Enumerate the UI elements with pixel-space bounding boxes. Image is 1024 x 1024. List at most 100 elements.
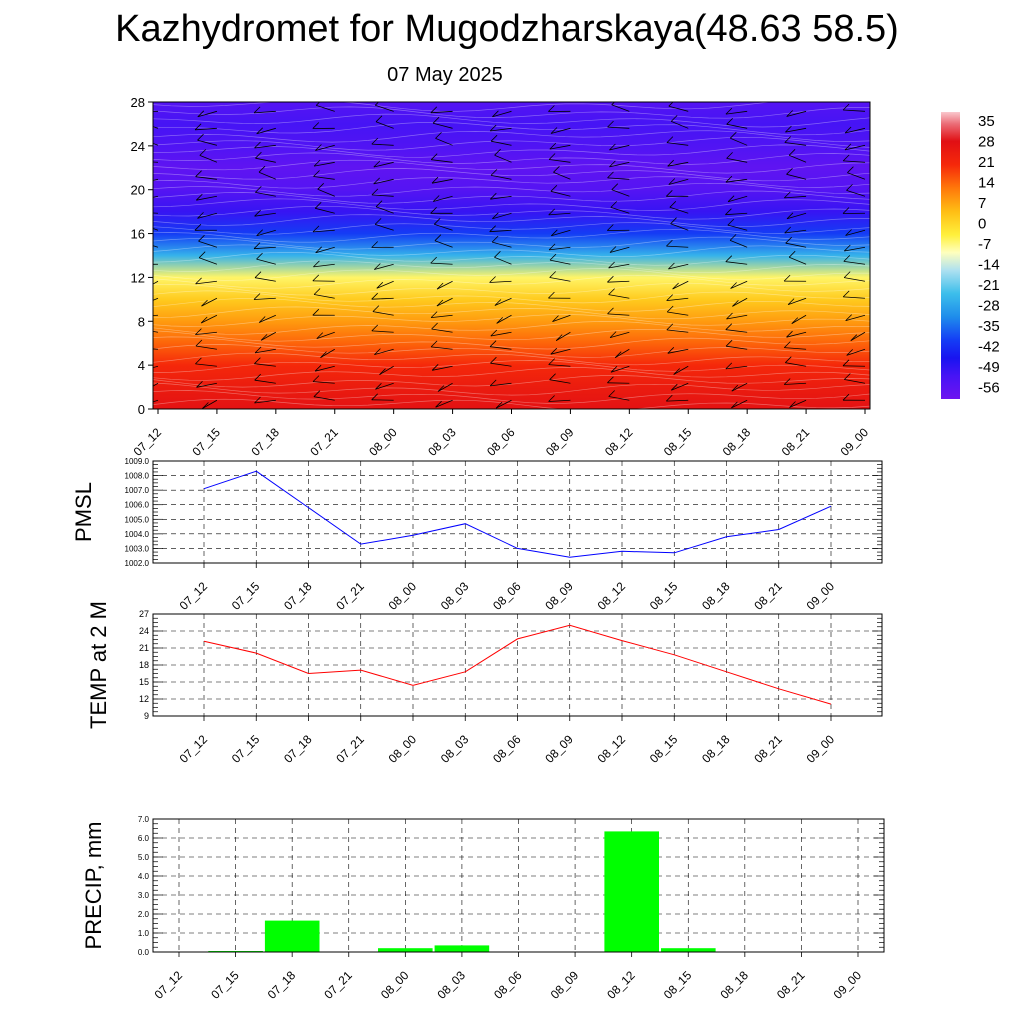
wind-barb (202, 399, 218, 409)
wind-barb-flag (611, 102, 616, 106)
y-tick-label: 7.0 (138, 815, 150, 824)
wind-barb-flag (312, 375, 320, 382)
wind-barb-flag (666, 294, 673, 301)
wind-barb (153, 212, 159, 214)
wind-barb (431, 328, 453, 333)
contour-line (153, 168, 870, 182)
y-tick-label: 15 (139, 677, 149, 687)
wind-barb-flag (436, 299, 444, 307)
wind-barb-flag (726, 118, 733, 125)
wind-barb-flag (314, 364, 322, 372)
wind-barb-flag (668, 178, 676, 185)
wind-barb-flag (673, 368, 680, 375)
x-tick-label: 07_18 (265, 968, 299, 1002)
colorbar-label: -28 (978, 297, 1000, 314)
contour-line (153, 236, 870, 250)
wind-barb (489, 280, 512, 283)
panel-frame (152, 460, 883, 564)
wind-barb (609, 161, 630, 168)
chart-subtitle: 07 May 2025 (387, 64, 503, 86)
wind-barb (550, 348, 571, 355)
wind-barb (201, 314, 218, 324)
wind-barb (490, 346, 512, 350)
wind-barb (195, 345, 217, 350)
wind-barb-flag (608, 288, 615, 295)
colorbar-label: -42 (978, 338, 1000, 355)
cross-section-panel: 0 4 8 12 16 20 24 28 07_12 07_15 07_18 07_21 08_00 08… (131, 95, 872, 459)
wind-barb-flag (490, 192, 497, 200)
wind-barb (256, 258, 276, 265)
wind-barb (784, 229, 807, 234)
y-tick-label: 24 (139, 626, 149, 636)
wind-barb-flag (430, 106, 438, 114)
wind-barb-flag (786, 212, 794, 220)
wind-barb (198, 240, 218, 248)
wind-barb-flag (258, 165, 266, 173)
wind-barb-flag (136, 342, 142, 348)
wind-barb-flag (549, 373, 556, 380)
wind-barb-flag (730, 131, 737, 139)
contour-line (153, 251, 870, 266)
y-tick-label: 0.0 (138, 948, 150, 957)
wind-barb-flag (784, 136, 792, 143)
wind-barb-flag (609, 331, 617, 338)
precip-panel: 0.0 1.0 2.0 3.0 4.0 5.0 6.0 7.0 07_12 07_15 07_18 0… (81, 815, 885, 1002)
contour-line (153, 367, 870, 381)
wind-barb-flag (550, 185, 558, 192)
wind-barb-flag (373, 177, 380, 185)
wind-barb-flag (725, 175, 733, 183)
wind-barb (549, 144, 571, 150)
y-tick-label: 1007.0 (125, 486, 150, 495)
wind-barb (843, 109, 866, 112)
wind-barb-flag (785, 236, 792, 244)
wind-barb-flag (672, 282, 679, 290)
x-tick-label: 08_15 (661, 968, 695, 1002)
contour-line (153, 328, 870, 342)
wind-barb (371, 143, 394, 146)
wind-barb (431, 314, 453, 318)
wind-barb (153, 195, 159, 198)
temp-line (203, 624, 832, 705)
wind-barb-flag (789, 401, 796, 408)
contour-line (153, 113, 870, 128)
wind-barb (431, 178, 453, 184)
wind-barb (608, 263, 630, 269)
contour-line (153, 214, 870, 228)
wind-barb-flag (842, 359, 850, 367)
y-tick-label: 28 (131, 95, 145, 110)
wind-barb-flag (550, 127, 558, 134)
wind-barb-flag (725, 208, 732, 215)
y-tick-label: 1005.0 (125, 515, 150, 524)
wind-barb (431, 159, 453, 163)
x-tick-label: 07_12 (177, 732, 211, 766)
wind-barb (672, 280, 689, 290)
wind-barb-flag (195, 328, 202, 335)
wind-barb-flag (550, 347, 558, 355)
wind-barb-flag (495, 401, 503, 409)
wind-barb (610, 365, 630, 373)
colorbar-label: 0 (978, 215, 986, 232)
colorbar-label: 7 (978, 195, 986, 212)
contour-line (153, 152, 870, 165)
wind-barb-flag (379, 368, 386, 375)
wind-barb-flag (607, 120, 614, 128)
wind-barb (553, 171, 571, 180)
wind-barb-flag (786, 330, 793, 338)
x-tick-label: 07_21 (333, 732, 367, 766)
wind-barb (608, 396, 630, 401)
wind-barb (195, 127, 217, 131)
y-tick-label: 5.0 (138, 853, 150, 862)
wind-barb (432, 122, 453, 129)
wind-barb (791, 314, 807, 324)
wind-barb-flag (844, 244, 851, 252)
y-tick-label: 1008.0 (125, 472, 150, 481)
wind-barb-flag (670, 115, 678, 122)
wind-barb-flag (727, 195, 735, 202)
wind-barb (666, 399, 689, 402)
wind-barb-flag (842, 290, 850, 298)
wind-barb (490, 195, 512, 200)
wind-barb (260, 331, 277, 341)
wind-barb (668, 105, 689, 112)
wind-barb (726, 314, 748, 320)
